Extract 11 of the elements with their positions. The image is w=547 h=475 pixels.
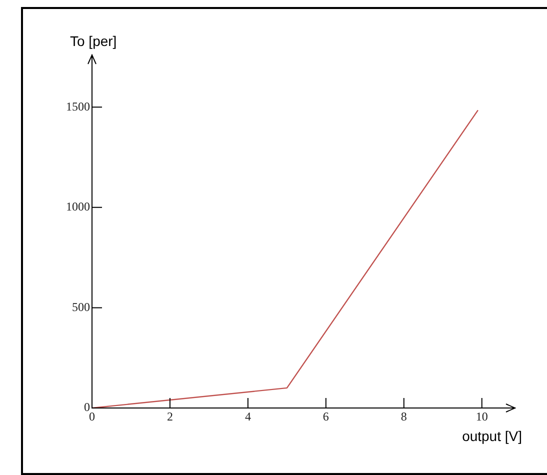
y-tick-label: 0 — [84, 400, 90, 414]
y-axis-title: To [per] — [70, 32, 117, 49]
x-tick-label: 10 — [476, 409, 488, 424]
y-tick-label: 1000 — [66, 200, 90, 214]
x-tick-label: 8 — [400, 409, 407, 424]
y-tick-label: 500 — [72, 300, 90, 314]
y-tick-label: 1500 — [66, 99, 90, 114]
x-axis-title: output [V] — [462, 428, 522, 444]
x-tick-label: 4 — [244, 409, 251, 424]
x-tick-label: 6 — [322, 409, 329, 424]
x-tick-label: 2 — [166, 409, 173, 424]
